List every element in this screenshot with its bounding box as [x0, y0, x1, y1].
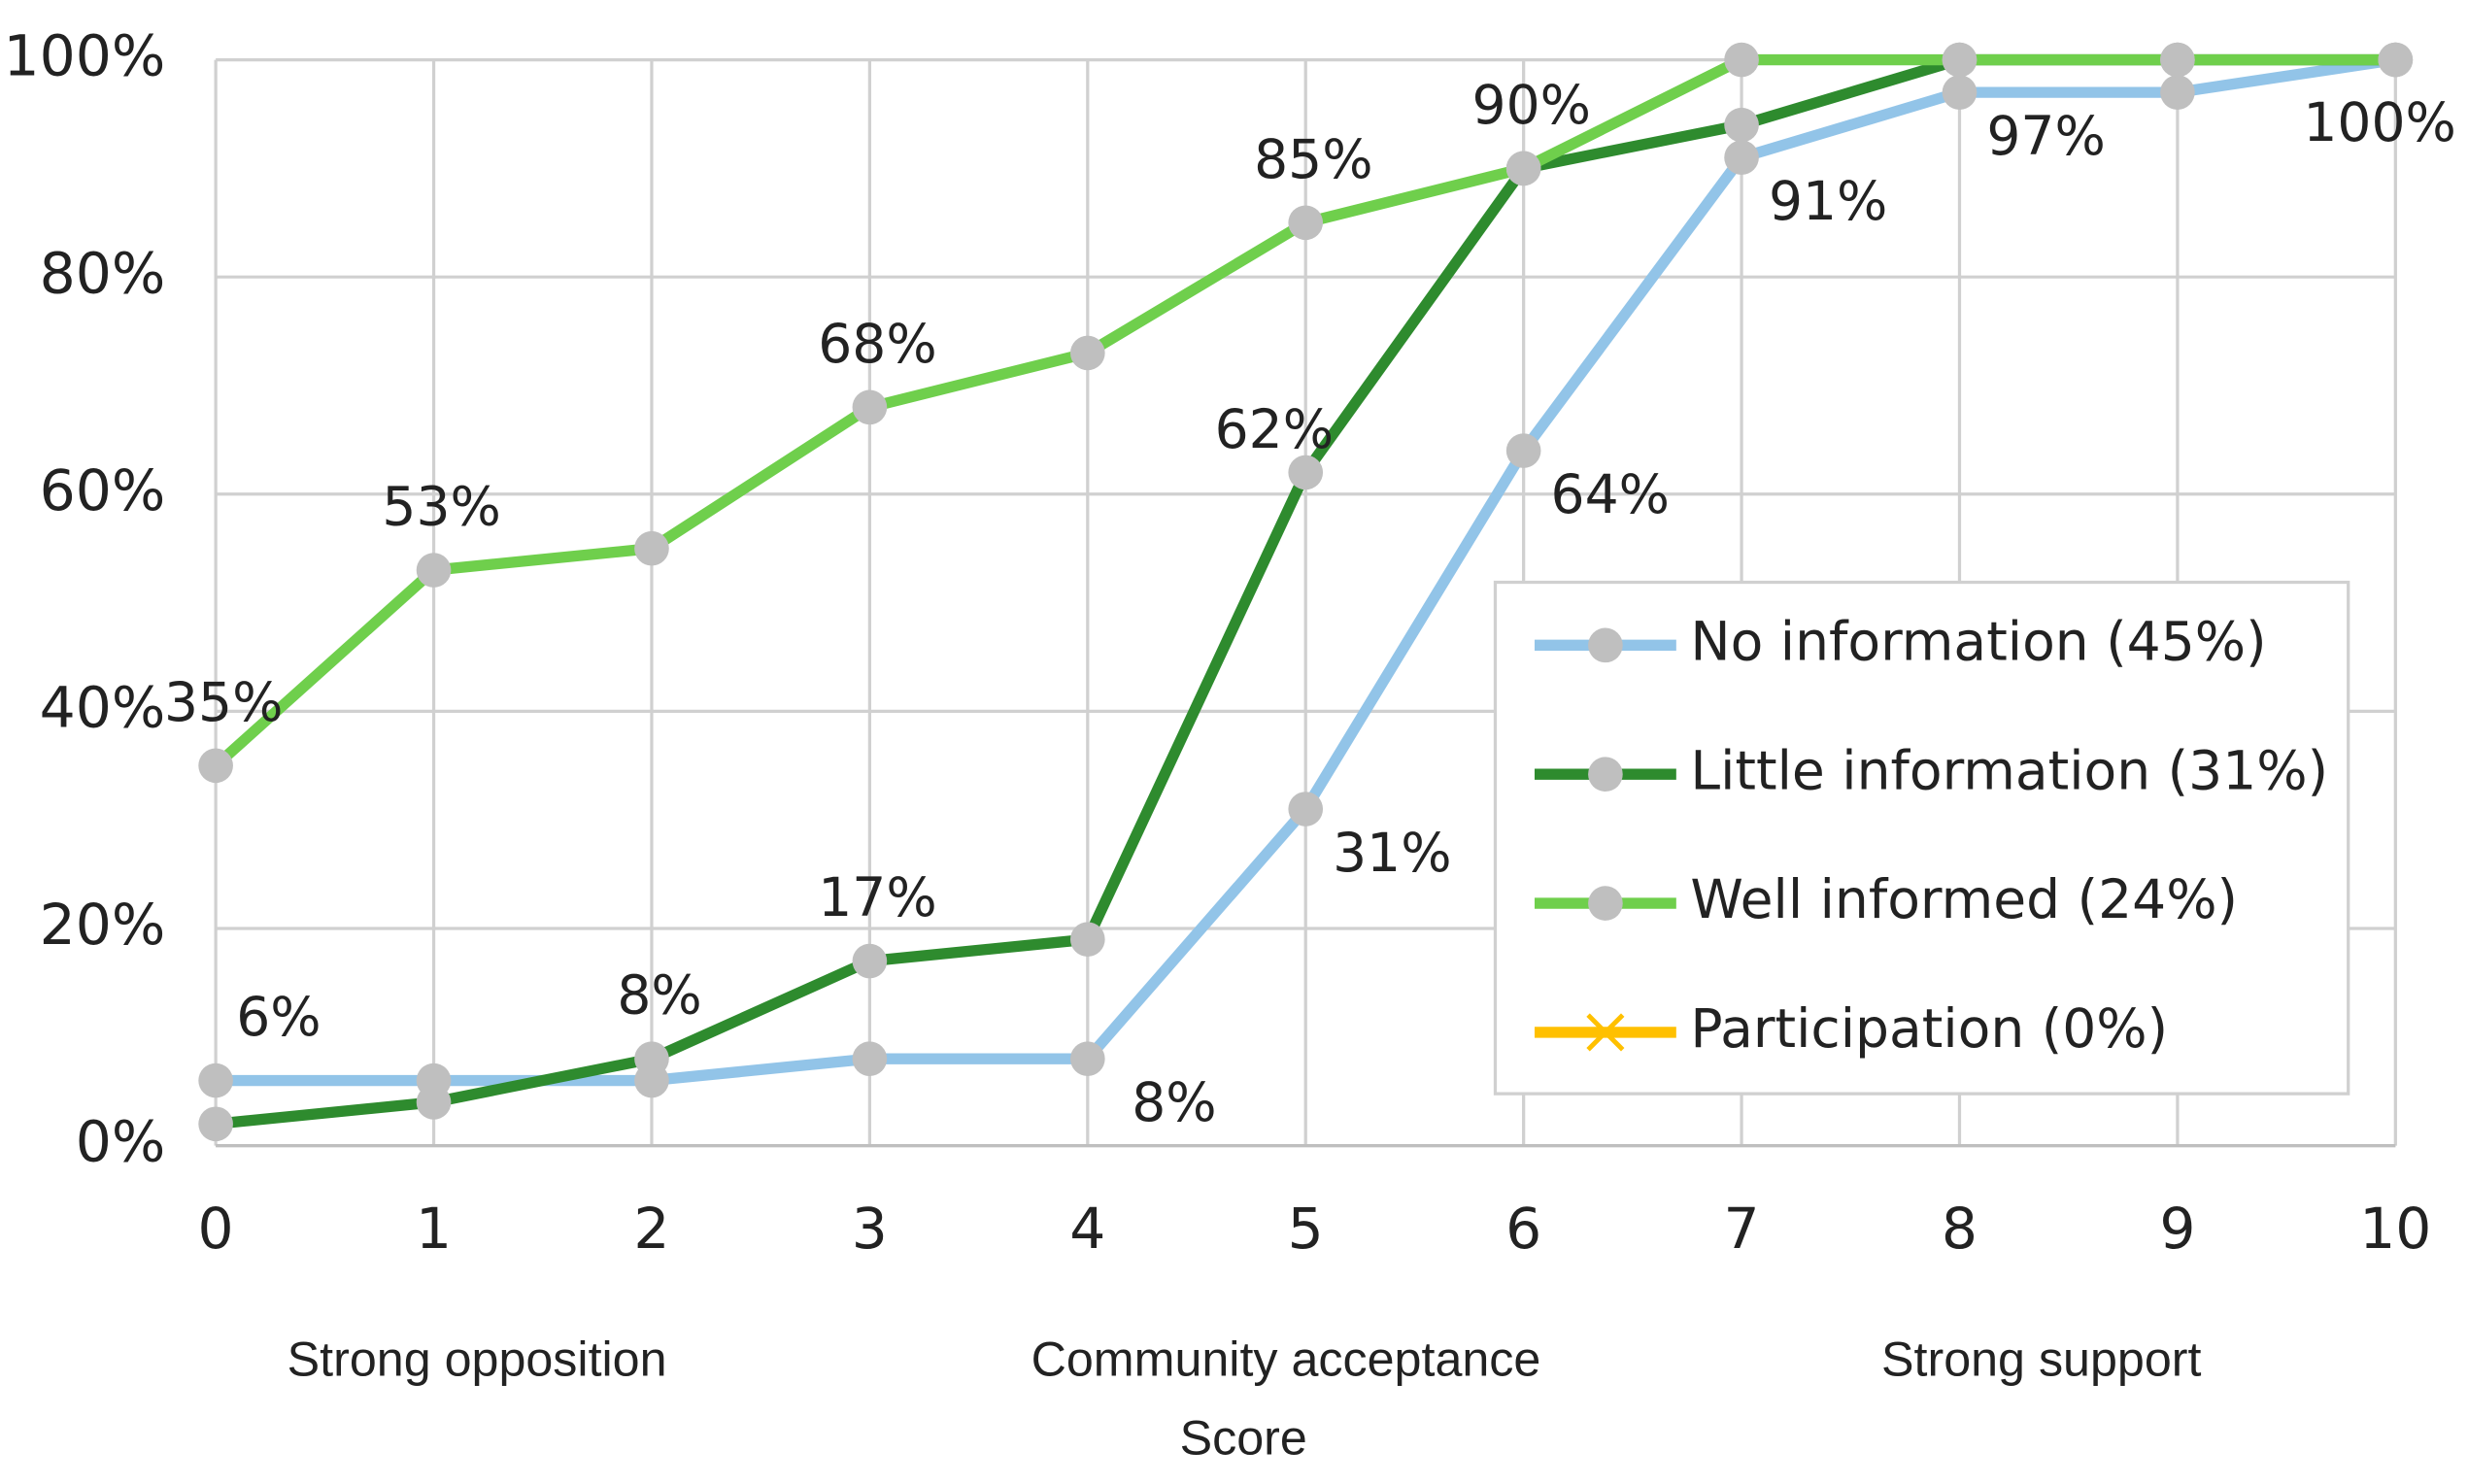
marker: [1288, 205, 1324, 241]
x-tick-label: 5: [1288, 1196, 1324, 1262]
marker: [634, 1041, 669, 1077]
legend-label: Participation (0%): [1690, 997, 2168, 1060]
x-tick-label: 3: [852, 1196, 888, 1262]
y-tick-label: 20%: [40, 892, 166, 958]
x-tick-label: 8: [1942, 1196, 1978, 1262]
marker: [1069, 335, 1105, 371]
value-label: 90%: [1472, 74, 1591, 136]
y-tick-label: 40%: [40, 675, 166, 741]
x-tick-label: 2: [633, 1196, 669, 1262]
legend-label: Well informed (24%): [1690, 868, 2238, 930]
marker: [416, 1085, 452, 1120]
value-label: 8%: [617, 964, 701, 1027]
x-tick-label: 9: [2159, 1196, 2195, 1262]
x-axis-label: Community acceptance: [1031, 1332, 1541, 1386]
x-tick-label: 4: [1069, 1196, 1105, 1262]
marker: [1069, 1041, 1105, 1077]
marker: [852, 943, 888, 979]
marker: [852, 1041, 888, 1077]
value-label: 62%: [1215, 398, 1334, 460]
x-tick-label: 6: [1505, 1196, 1541, 1262]
value-label: 85%: [1254, 128, 1372, 190]
marker: [1942, 75, 1978, 110]
marker: [198, 748, 233, 784]
marker: [2160, 42, 2195, 78]
y-tick-label: 80%: [40, 240, 166, 306]
x-tick-label: 7: [1724, 1196, 1760, 1262]
legend-label: Little information (31%): [1690, 739, 2328, 801]
annotation: Strong support: [1881, 1332, 2201, 1386]
marker: [1724, 140, 1759, 176]
x-axis-label: Score: [1180, 1411, 1307, 1466]
marker-stroke: [1586, 1013, 1625, 1052]
marker: [1505, 433, 1541, 468]
marker: [198, 1062, 233, 1098]
value-label: 91%: [1769, 170, 1887, 232]
y-tick-label: 60%: [40, 457, 166, 523]
y-tick-label: 0%: [76, 1109, 166, 1175]
marker: [634, 530, 669, 566]
marker: [416, 553, 452, 588]
marker: [2378, 42, 2414, 78]
value-label: 17%: [818, 866, 936, 928]
marker: [1586, 1013, 1625, 1052]
marker: [198, 1106, 233, 1142]
marker: [1505, 151, 1541, 186]
y-tick-label: 100%: [4, 23, 166, 89]
value-label: 53%: [382, 476, 500, 538]
value-label: 6%: [236, 986, 321, 1048]
marker: [1724, 107, 1759, 143]
value-label: 64%: [1551, 463, 1670, 525]
marker: [1588, 886, 1623, 921]
x-tick-label: 0: [198, 1196, 234, 1262]
marker: [2160, 75, 2195, 110]
marker: [1724, 42, 1759, 78]
annotation: Strong opposition: [287, 1332, 667, 1386]
marker: [852, 389, 888, 425]
x-tick-label: 1: [416, 1196, 452, 1262]
legend-box: [1493, 580, 2350, 1096]
marker: [1288, 455, 1324, 490]
value-label: 35%: [164, 671, 283, 733]
x-tick-label: 10: [2359, 1196, 2431, 1262]
value-label: 31%: [1333, 822, 1451, 884]
marker: [1942, 42, 1978, 78]
value-label: 100%: [2303, 91, 2455, 153]
marker: [1069, 922, 1105, 958]
legend-label: No information (45%): [1690, 610, 2266, 672]
marker: [1288, 792, 1324, 826]
marker: [1588, 627, 1623, 663]
value-label: 97%: [1986, 105, 2105, 167]
value-label: 68%: [818, 313, 936, 375]
marker: [1588, 757, 1623, 793]
value-label: 8%: [1132, 1071, 1216, 1133]
